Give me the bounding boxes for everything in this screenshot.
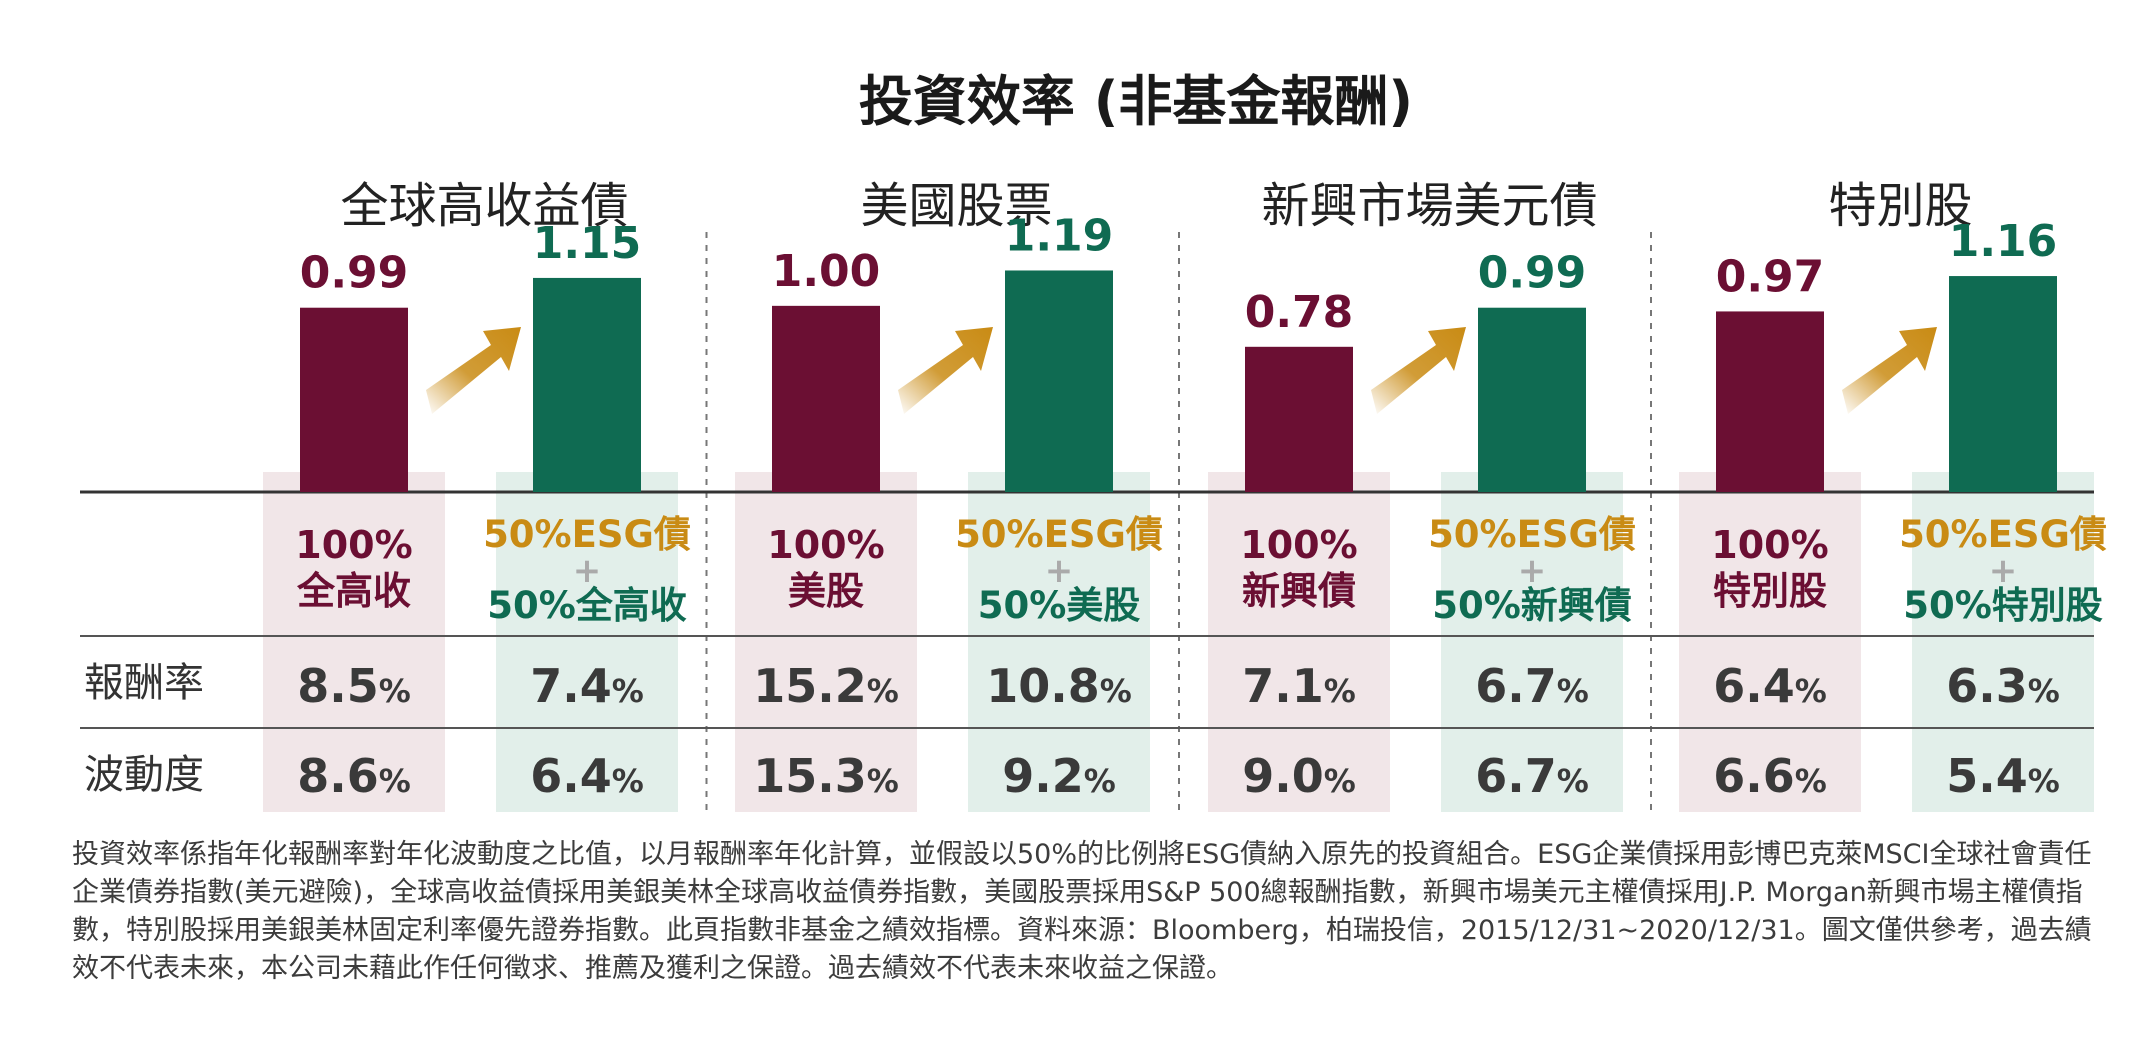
composition-base-line2: 特別股 bbox=[1713, 569, 1827, 613]
esg-panel-3 bbox=[1912, 472, 2094, 812]
composition-esg-line2: 50%全高收 bbox=[487, 584, 687, 627]
volatility-base: 6.6% bbox=[1713, 749, 1827, 803]
bar-esg bbox=[1005, 270, 1113, 492]
up-arrow-icon bbox=[1842, 327, 1937, 414]
composition-base-line1: 100% bbox=[767, 523, 884, 567]
composition-esg-plus: + bbox=[1045, 551, 1074, 591]
base-panel-3 bbox=[1679, 472, 1861, 812]
composition-esg-line1: 50%ESG債 bbox=[955, 513, 1163, 556]
composition-esg-plus: + bbox=[1989, 551, 2018, 591]
return-base: 15.2% bbox=[753, 659, 899, 713]
up-arrow-icon bbox=[898, 327, 993, 414]
base-panel-2 bbox=[1208, 472, 1390, 812]
value-label-esg: 1.15 bbox=[533, 218, 642, 269]
esg-panel-2 bbox=[1441, 472, 1623, 812]
volatility-esg: 6.7% bbox=[1475, 749, 1589, 803]
base-panel-1 bbox=[735, 472, 917, 812]
volatility-esg: 6.4% bbox=[530, 749, 644, 803]
value-label-esg: 1.16 bbox=[1949, 216, 2058, 267]
return-esg: 6.7% bbox=[1475, 659, 1589, 713]
composition-base-line2: 全高收 bbox=[296, 569, 411, 613]
bar-base bbox=[772, 305, 880, 492]
footnote: 投資效率係指年化報酬率對年化波動度之比值，以月報酬率年化計算，並假設以50%的比… bbox=[72, 839, 2092, 984]
category-label: 全球高收益債 bbox=[340, 178, 628, 234]
return-base: 7.1% bbox=[1242, 659, 1356, 713]
composition-base-line1: 100% bbox=[295, 523, 412, 567]
category-label: 新興市場美元債 bbox=[1261, 178, 1597, 234]
bar-esg bbox=[533, 277, 641, 492]
bar-esg bbox=[1949, 276, 2057, 492]
value-label-base: 0.99 bbox=[300, 248, 409, 299]
value-label-base: 0.97 bbox=[1716, 251, 1825, 302]
composition-esg-line2: 50%特別股 bbox=[1903, 584, 2103, 627]
volatility-base: 15.3% bbox=[753, 749, 899, 803]
return-esg: 10.8% bbox=[986, 659, 1132, 713]
value-label-base: 0.78 bbox=[1245, 287, 1354, 338]
composition-base-line2: 新興債 bbox=[1242, 569, 1356, 613]
return-esg: 7.4% bbox=[530, 659, 644, 713]
base-panel-0 bbox=[263, 472, 445, 812]
composition-esg-plus: + bbox=[573, 551, 602, 591]
volatility-base: 8.6% bbox=[297, 749, 411, 803]
composition-base-line2: 美股 bbox=[788, 569, 864, 613]
up-arrow-icon bbox=[426, 327, 521, 414]
esg-panel-0 bbox=[496, 472, 678, 812]
bar-base bbox=[300, 307, 408, 492]
up-arrow-icon bbox=[1371, 327, 1466, 414]
bar-base bbox=[1716, 311, 1824, 492]
composition-esg-line1: 50%ESG債 bbox=[1428, 513, 1636, 556]
composition-esg-line1: 50%ESG債 bbox=[1899, 513, 2107, 556]
category-label: 特別股 bbox=[1828, 178, 1972, 234]
esg-panel-1 bbox=[968, 472, 1150, 812]
value-label-esg: 0.99 bbox=[1478, 248, 1587, 299]
row-label-volatility: 波動度 bbox=[84, 752, 204, 798]
composition-base-line1: 100% bbox=[1240, 523, 1357, 567]
volatility-base: 9.0% bbox=[1242, 749, 1356, 803]
composition-esg-line2: 50%新興債 bbox=[1432, 584, 1632, 627]
composition-esg-plus: + bbox=[1518, 551, 1547, 591]
return-base: 6.4% bbox=[1713, 659, 1827, 713]
return-esg: 6.3% bbox=[1946, 659, 2060, 713]
volatility-esg: 5.4% bbox=[1946, 749, 2060, 803]
category-label: 美國股票 bbox=[860, 178, 1052, 234]
value-label-esg: 1.19 bbox=[1005, 210, 1114, 261]
return-base: 8.5% bbox=[297, 659, 411, 713]
composition-esg-line2: 50%美股 bbox=[978, 584, 1141, 627]
bar-esg bbox=[1478, 307, 1586, 492]
composition-base-line1: 100% bbox=[1711, 523, 1828, 567]
volatility-esg: 9.2% bbox=[1002, 749, 1116, 803]
value-label-base: 1.00 bbox=[772, 246, 881, 297]
composition-esg-line1: 50%ESG債 bbox=[483, 513, 691, 556]
bar-base bbox=[1245, 346, 1353, 492]
chart-title: 投資效率 (非基金報酬) bbox=[859, 70, 1413, 133]
row-label-return: 報酬率 bbox=[84, 660, 204, 706]
